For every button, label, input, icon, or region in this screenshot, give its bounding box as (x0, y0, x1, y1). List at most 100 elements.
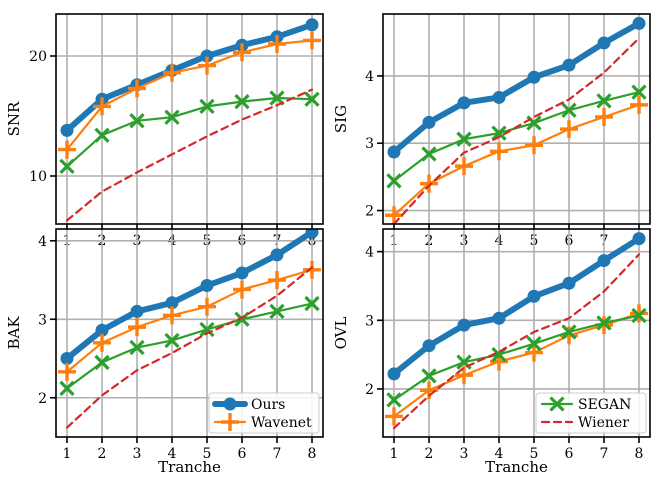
series-wiener (392, 37, 641, 224)
y-axis: 2 3 4 SIG (332, 69, 383, 220)
legend: Ours Wavenet (208, 392, 320, 434)
data-point-wavenet (268, 271, 286, 290)
data-point-wavenet (420, 174, 438, 193)
x-tick-label: 6 (238, 446, 247, 462)
data-point-segan (129, 113, 145, 129)
data-point-ours (305, 18, 319, 32)
x-tick-label: 2 (98, 446, 107, 462)
data-point-ours (387, 145, 401, 159)
data-point-wavenet (93, 333, 111, 352)
data-point-segan (304, 91, 320, 107)
y-axis-label: BAK (5, 316, 23, 350)
data-point-ours (527, 289, 541, 303)
x-axis: 1 2 3 4 5 6 7 8 Tranche (390, 437, 643, 476)
series-segan (59, 90, 320, 175)
legend-item-wiener: Wiener (540, 415, 629, 431)
data-point-wavenet (58, 362, 76, 381)
data-point-ours (60, 352, 74, 366)
legend-marker (223, 397, 237, 411)
data-point-ours (632, 232, 646, 246)
data-point-segan (94, 354, 110, 371)
data-point-segan (386, 173, 402, 189)
x-tick-label: 6 (565, 446, 574, 462)
series-line-ours (391, 20, 642, 155)
x-tick-label: 1 (63, 446, 72, 462)
legend-marker (549, 396, 565, 412)
series-ours (387, 232, 646, 381)
axes-frame (382, 228, 651, 438)
data-point-ours (95, 323, 109, 337)
x-tick-label: 7 (273, 446, 282, 462)
data-point-ours (492, 311, 506, 325)
data-point-ours (200, 49, 214, 63)
data-point-wavenet (233, 43, 251, 62)
data-point-wavenet (490, 142, 508, 161)
data-point-wavenet (233, 280, 251, 299)
legend: SEGAN Wiener (535, 392, 647, 434)
data-point-segan (59, 158, 75, 175)
data-point-ours (235, 266, 249, 280)
data-point-wavenet (525, 136, 543, 155)
y-tick-label: 2 (365, 382, 374, 398)
plot-area (58, 229, 321, 429)
chart-panel-ovl: 1 2 3 4 5 6 7 8 Tranche 2 3 4 OVL SEGAN Wiener (332, 228, 651, 476)
data-point-segan (631, 84, 647, 100)
series-wavenet (58, 260, 321, 381)
data-point-segan (304, 295, 320, 312)
x-tick-label: 3 (460, 446, 469, 462)
data-point-wavenet (163, 306, 181, 325)
series-segan (59, 295, 320, 396)
data-point-wavenet (455, 366, 473, 385)
y-tick-label: 20 (29, 49, 47, 65)
y-tick-label: 3 (365, 136, 374, 152)
data-point-segan (491, 125, 507, 141)
series-line-ours (391, 235, 642, 377)
x-tick-label: 8 (308, 446, 317, 462)
data-point-ours (387, 367, 401, 381)
data-point-wavenet (128, 318, 146, 337)
data-point-wavenet (455, 157, 473, 176)
data-point-segan (421, 146, 437, 162)
y-tick-label: 10 (29, 169, 47, 185)
data-point-ours (422, 339, 436, 353)
legend-label: Wavenet (251, 415, 312, 431)
data-point-segan (561, 324, 577, 340)
data-point-segan (456, 131, 472, 147)
data-point-ours (597, 254, 611, 268)
data-point-segan (526, 336, 542, 352)
data-point-ours (457, 96, 471, 110)
y-tick-label: 4 (38, 234, 47, 250)
data-point-segan (59, 380, 75, 396)
data-point-wavenet (595, 107, 613, 126)
y-axis-label: SIG (332, 105, 350, 133)
data-point-segan (386, 392, 402, 408)
data-point-segan (94, 127, 110, 143)
data-point-wavenet (93, 97, 111, 116)
data-point-ours (457, 318, 471, 332)
y-axis: 2 3 4 BAK (5, 234, 56, 407)
data-point-segan (234, 93, 250, 110)
x-tick-label: 3 (133, 446, 142, 462)
legend-item-segan: SEGAN (540, 396, 631, 413)
series-line-wiener (65, 266, 314, 429)
data-point-segan (234, 311, 250, 327)
x-tick-label: 5 (203, 446, 212, 462)
data-point-segan (596, 93, 612, 109)
legend-item-ours: Ours (212, 397, 285, 413)
axes-frame (382, 13, 651, 225)
data-point-wavenet (303, 260, 321, 279)
data-point-ours (422, 115, 436, 129)
data-point-segan (269, 303, 285, 320)
plot-area (385, 16, 648, 224)
x-tick-label: 5 (530, 446, 539, 462)
axes-frame (55, 13, 324, 225)
y-tick-label: 3 (365, 313, 374, 329)
x-tick-label: 2 (425, 446, 434, 462)
data-point-wavenet (58, 140, 76, 159)
series-wiener (392, 253, 641, 430)
data-point-wavenet (128, 79, 146, 98)
y-tick-label: 3 (38, 312, 47, 328)
data-point-segan (421, 368, 437, 384)
series-line-segan (392, 314, 641, 402)
